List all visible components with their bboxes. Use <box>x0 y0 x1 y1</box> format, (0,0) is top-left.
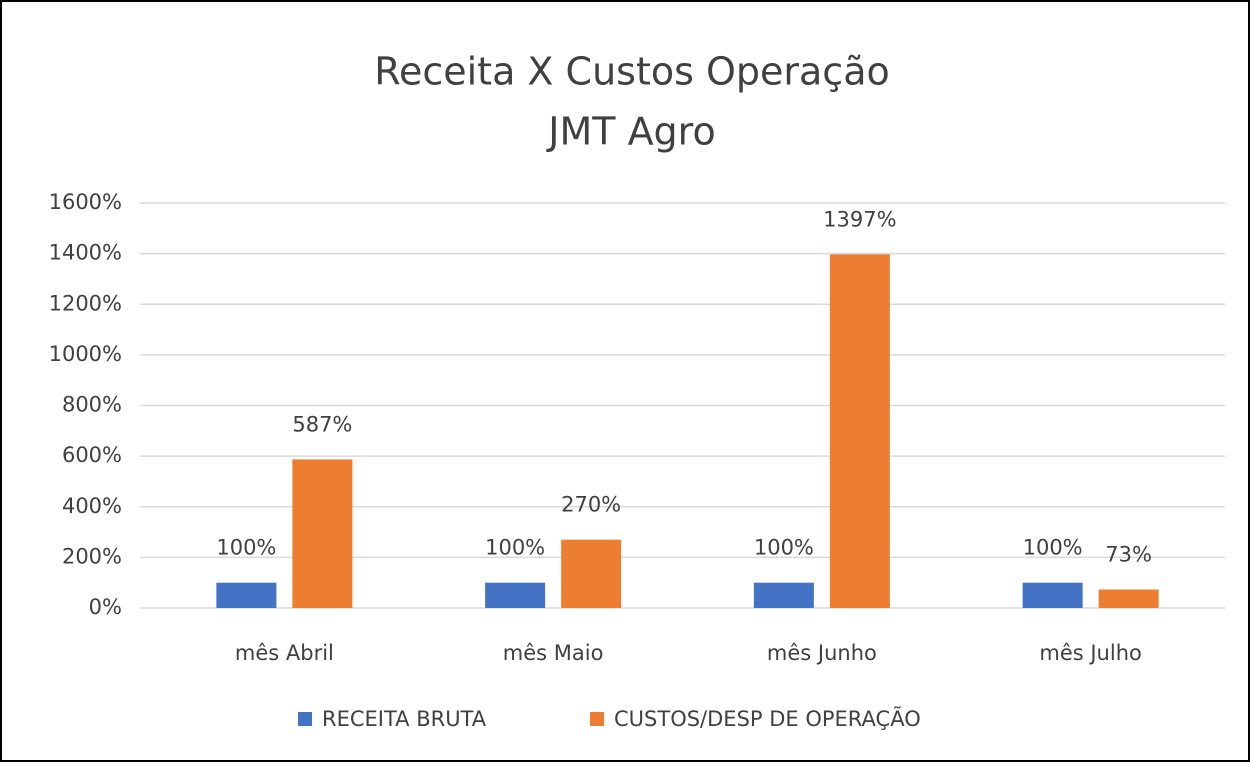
bar <box>561 539 622 608</box>
y-tick-label: 600% <box>62 443 122 467</box>
bar <box>292 459 353 608</box>
legend-label: CUSTOS/DESP DE OPERAÇÃO <box>614 705 921 731</box>
bar <box>753 582 814 608</box>
y-tick-label: 1600% <box>49 190 122 214</box>
y-tick-label: 800% <box>62 393 122 417</box>
x-tick-label: mês Abril <box>235 641 334 665</box>
bar <box>1022 582 1083 608</box>
y-tick-label: 400% <box>62 494 122 518</box>
chart-title: Receita X Custos Operação <box>374 50 889 94</box>
data-label: 100% <box>754 536 814 560</box>
y-tick-label: 1200% <box>49 291 122 315</box>
x-tick-label: mês Junho <box>767 641 877 665</box>
bar <box>1098 589 1159 608</box>
y-tick-label: 1400% <box>49 241 122 265</box>
bar <box>216 582 277 608</box>
data-label: 1397% <box>823 207 896 231</box>
legend-label: RECEITA BRUTA <box>322 707 487 731</box>
data-label: 270% <box>561 493 621 517</box>
legend-swatch <box>298 712 312 726</box>
bar <box>485 582 546 608</box>
bar <box>829 254 890 608</box>
data-label: 100% <box>1023 536 1083 560</box>
y-tick-label: 0% <box>89 595 122 619</box>
y-tick-label: 1000% <box>49 342 122 366</box>
data-label: 587% <box>292 412 352 436</box>
y-tick-label: 200% <box>62 544 122 568</box>
x-tick-label: mês Maio <box>503 641 604 665</box>
x-tick-label: mês Julho <box>1039 641 1142 665</box>
data-label: 73% <box>1105 543 1152 567</box>
data-label: 100% <box>216 536 276 560</box>
chart-subtitle: JMT Agro <box>546 110 715 154</box>
legend-swatch <box>590 712 604 726</box>
data-label: 100% <box>485 536 545 560</box>
